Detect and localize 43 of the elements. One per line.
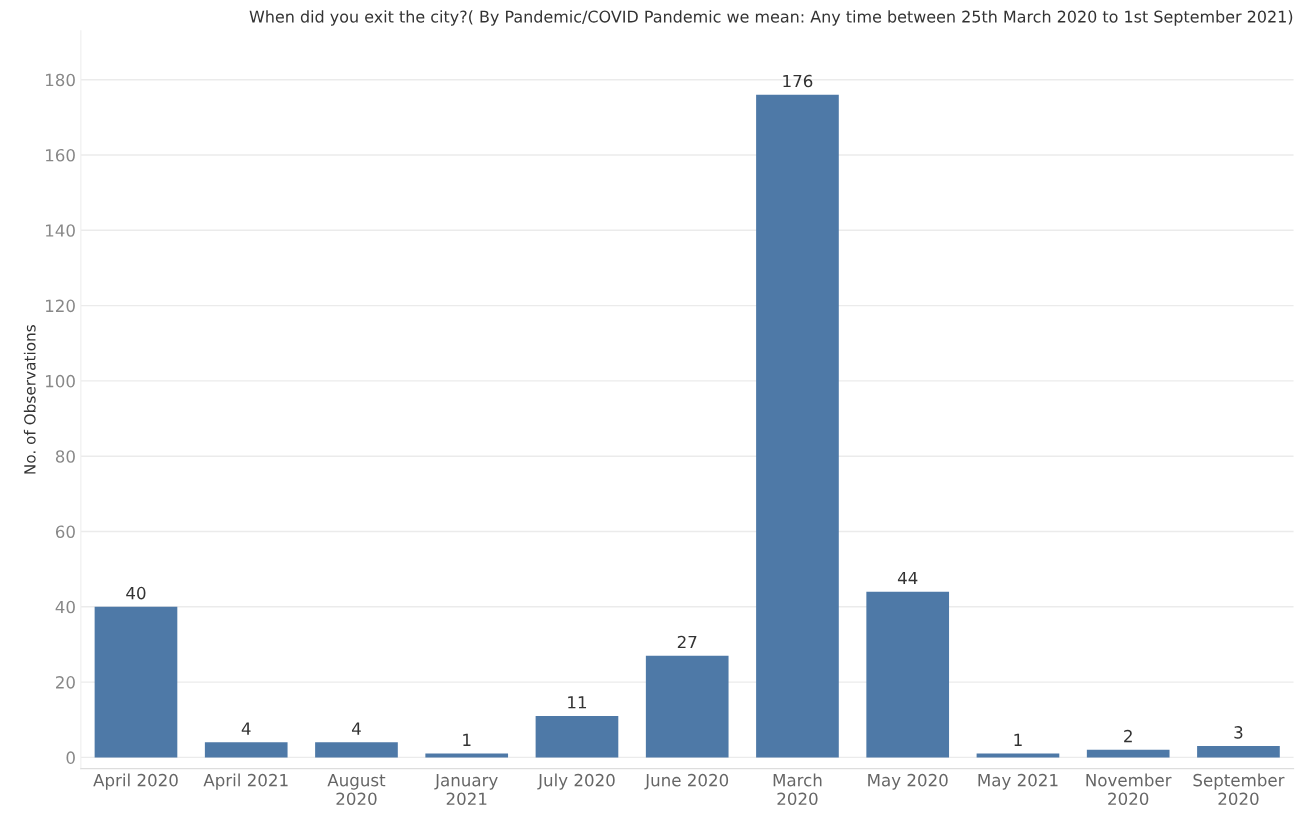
x-tick-label: April 2021 — [203, 773, 288, 790]
data-label: 1 — [1014, 733, 1022, 746]
data-label: 1 — [463, 733, 471, 746]
bar — [94, 606, 178, 758]
x-tick-label: November 2020 — [1086, 773, 1172, 806]
bar — [866, 591, 950, 758]
data-label: 176 — [783, 74, 813, 88]
x-tick-label: April 2020 — [93, 773, 178, 790]
data-label: 44 — [897, 571, 918, 585]
x-tick-label: May 2021 — [978, 773, 1058, 790]
x-tick-label: January 2021 — [434, 774, 498, 806]
x-tick-label: March 2020 — [773, 773, 822, 806]
data-label: 2 — [1124, 729, 1132, 743]
y-tick-label: 160 — [46, 148, 75, 162]
y-tick-label: 120 — [46, 299, 75, 313]
data-label: 4 — [241, 722, 251, 735]
y-tick-label: 140 — [46, 224, 75, 237]
bar — [756, 94, 839, 758]
y-tick-label: 60 — [55, 525, 75, 539]
y-tick-label: 20 — [56, 676, 75, 689]
y-axis-title: No. of Observations — [23, 325, 36, 474]
y-tick-label: 0 — [66, 751, 75, 764]
x-tick-label: September 2020 — [1193, 773, 1285, 806]
x-tick-label: May 2020 — [868, 773, 948, 790]
x-tick-label: June 2020 — [644, 773, 729, 790]
y-tick-label: 40 — [55, 600, 75, 614]
y-tick-label: 100 — [46, 374, 75, 388]
data-label: 11 — [568, 696, 587, 709]
bar — [204, 742, 288, 758]
bar — [645, 655, 729, 758]
bar — [1086, 749, 1170, 758]
y-tick-label: 180 — [46, 73, 75, 87]
x-tick-label: July 2020 — [537, 773, 615, 790]
x-tick-label: August 2020 — [327, 774, 386, 806]
bar — [1197, 746, 1280, 758]
bar — [535, 715, 619, 758]
bar — [315, 742, 398, 758]
data-label: 27 — [677, 635, 697, 649]
y-tick-label: 80 — [55, 450, 75, 463]
data-label: 4 — [351, 722, 361, 735]
data-label: 3 — [1234, 726, 1243, 739]
chart-title: When did you exit the city?( By Pandemic/COVID Pandemic we mean: Any time between 25th March 2020 to 1st September 2021) — [249, 10, 1293, 26]
data-label: 40 — [126, 586, 146, 600]
